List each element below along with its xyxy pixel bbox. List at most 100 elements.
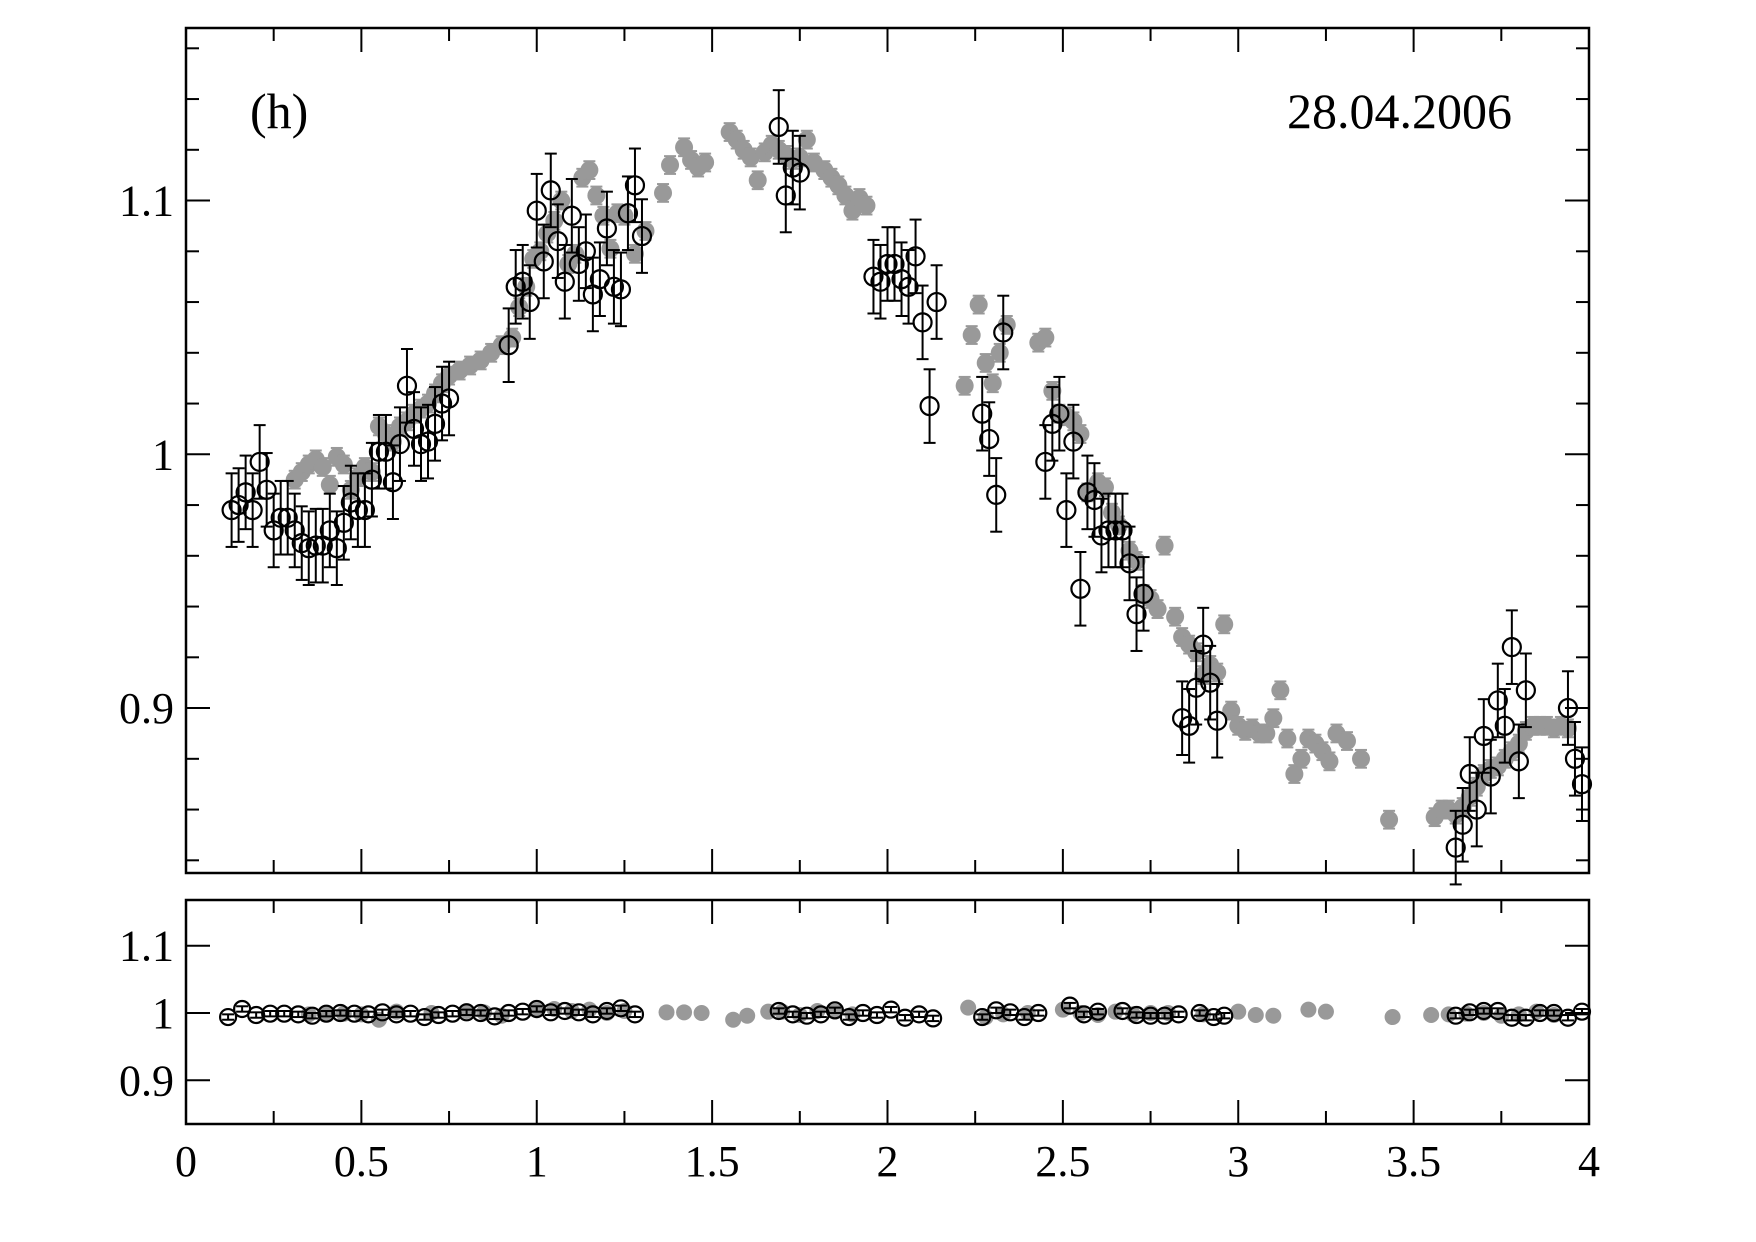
open-circle: [1063, 431, 1084, 452]
open-circle: [247, 1005, 266, 1025]
filled-circle: [1271, 681, 1290, 700]
open-circle: [354, 500, 375, 521]
residual-open-point: [443, 1004, 462, 1023]
open-circle: [919, 395, 940, 417]
main-open-point: [1508, 723, 1529, 800]
open-circle: [912, 312, 933, 333]
open-circle: [498, 335, 519, 356]
open-circle: [554, 271, 575, 292]
residual-open-point: [541, 1003, 560, 1022]
residual-open-point: [513, 1002, 532, 1021]
open-circle: [1098, 520, 1119, 541]
main-open-point: [554, 243, 575, 320]
filled-circle: [693, 1005, 710, 1022]
residual-open-point: [317, 1004, 336, 1023]
residual-open-point: [218, 1007, 238, 1027]
residual-open-point: [387, 1005, 406, 1024]
open-circle: [1460, 1003, 1479, 1022]
filled-circle: [1166, 607, 1185, 626]
main-filled-point: [661, 155, 680, 175]
residual-open-point: [1446, 1006, 1465, 1025]
residual-filled-point: [1247, 1007, 1264, 1024]
residual-open-point: [485, 1007, 504, 1026]
open-circle: [326, 538, 347, 559]
open-circle: [249, 451, 270, 473]
open-circle: [1487, 690, 1508, 711]
residual-open-point: [457, 1003, 476, 1022]
filled-circle: [969, 295, 988, 314]
main-open-point: [249, 424, 270, 500]
main-open-point: [993, 294, 1014, 371]
filled-circle: [1264, 709, 1283, 728]
main-open-point: [891, 241, 912, 318]
main-filled-point: [1380, 809, 1399, 830]
main-open-point: [1494, 688, 1515, 764]
residual-open-point: [1169, 1005, 1188, 1024]
x-tick-label: 3.5: [1386, 1137, 1441, 1186]
y-tick-label: 1.1: [119, 177, 174, 226]
filled-circle: [836, 186, 855, 205]
open-circle: [575, 241, 596, 262]
open-circle: [513, 1002, 532, 1021]
main-open-point: [1207, 682, 1228, 759]
open-circle: [1155, 1006, 1174, 1025]
open-circle: [987, 1001, 1006, 1020]
open-circle: [547, 231, 568, 252]
residual-open-point: [247, 1005, 266, 1025]
residual-open-point: [1141, 1006, 1160, 1025]
filled-circle: [1300, 1001, 1317, 1018]
open-circle: [1112, 520, 1133, 541]
main-open-point: [1200, 644, 1221, 721]
residual-open-point: [415, 1007, 434, 1027]
x-tick-label: 3: [1227, 1137, 1249, 1186]
open-circle: [289, 1005, 308, 1024]
open-circle: [382, 472, 404, 493]
main-filled-point: [836, 185, 855, 206]
main-filled-point: [1166, 606, 1185, 627]
open-circle: [347, 500, 368, 521]
open-circle: [972, 403, 993, 424]
filled-circle: [1317, 1003, 1334, 1020]
filled-circle: [1247, 1007, 1264, 1024]
main-axes: 0.9 1 1.1: [119, 28, 1590, 873]
filled-circle: [1285, 765, 1304, 784]
x-tick-label: 2.5: [1035, 1137, 1090, 1186]
main-filled-point: [1264, 708, 1283, 729]
filled-circle: [1036, 328, 1055, 347]
residual-open-point: [359, 1005, 378, 1024]
main-filled-point: [748, 170, 767, 191]
residual-filled-point: [676, 1004, 693, 1021]
open-circle: [610, 279, 632, 300]
residual-open-point: [471, 1003, 490, 1023]
open-circle: [541, 1003, 560, 1022]
open-circle: [527, 999, 546, 1019]
filled-circle: [990, 343, 1009, 362]
main-open-point: [1035, 424, 1056, 500]
residual-open-point: [373, 1003, 392, 1022]
filled-circle: [960, 999, 977, 1016]
open-circle: [1207, 710, 1228, 731]
residual-open-point: [429, 1005, 448, 1025]
open-circle: [1515, 680, 1536, 701]
open-circle: [569, 1003, 588, 1022]
open-circle: [361, 469, 382, 490]
filled-circle: [1208, 663, 1227, 682]
filled-circle: [1278, 729, 1297, 748]
open-circle: [305, 535, 326, 556]
open-circle: [457, 1003, 476, 1022]
open-circle: [1571, 774, 1593, 795]
open-circle: [1474, 1001, 1493, 1021]
main-open-point: [540, 152, 561, 229]
residual-open-point: [987, 1001, 1006, 1020]
open-circle: [881, 1000, 901, 1019]
open-circle: [1494, 715, 1515, 736]
main-open-point: [361, 441, 382, 518]
open-circle: [438, 388, 460, 409]
main-open-point: [1564, 721, 1586, 797]
filled-circle: [1215, 615, 1234, 634]
open-circle: [1060, 996, 1079, 1015]
open-circle: [631, 225, 653, 247]
open-circle: [853, 1003, 873, 1023]
open-circle: [485, 1007, 504, 1026]
filled-circle: [1095, 478, 1114, 497]
